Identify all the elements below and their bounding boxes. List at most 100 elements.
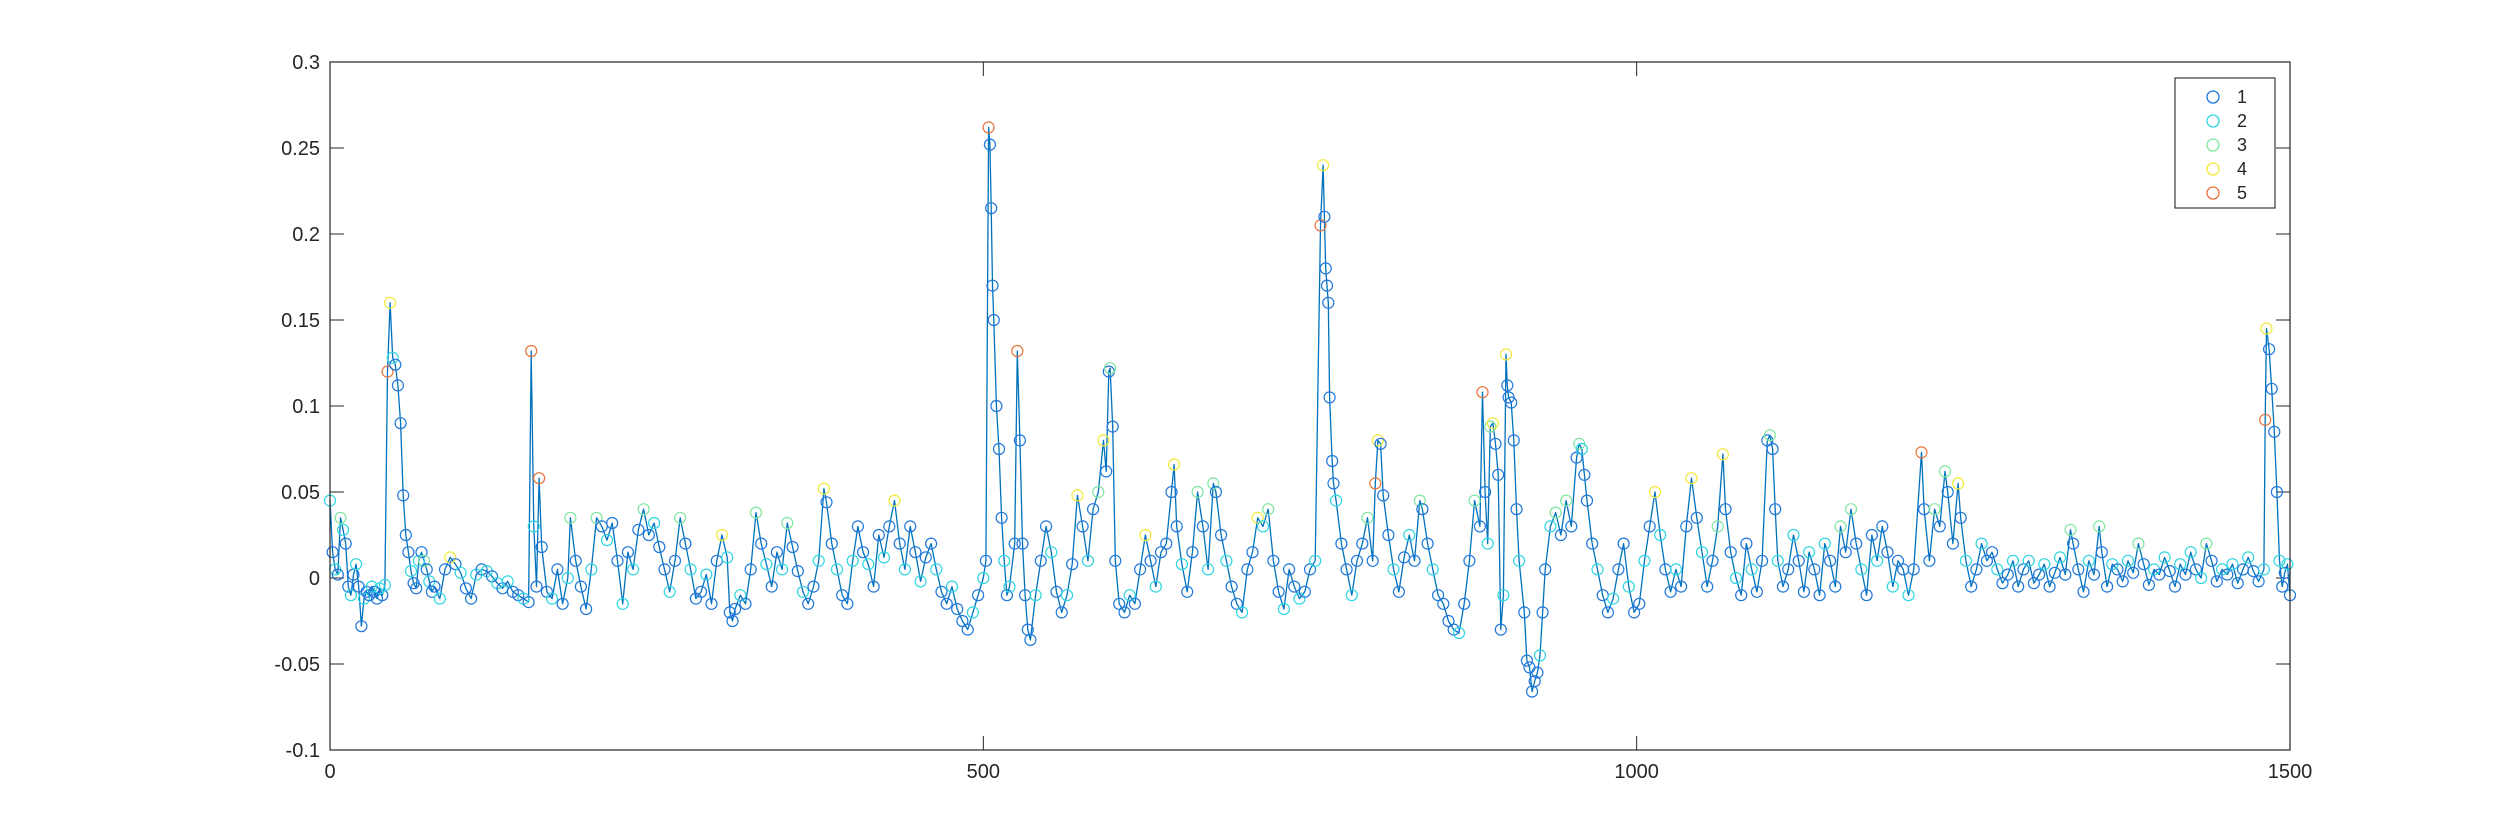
data-point [1356,537,1369,550]
data-point [326,546,339,559]
data-point [1361,511,1374,524]
data-point [433,592,446,605]
data-point [1230,597,1243,610]
data-point [410,582,423,595]
data-point [992,442,1006,456]
data-point [334,511,347,524]
data-point [1133,563,1147,576]
x-tick-label: 500 [967,761,1000,783]
data-point [877,551,891,564]
data-point [331,568,344,581]
data-point [1580,494,1594,507]
data-point [1494,623,1507,636]
data-point [1473,520,1487,533]
data-point [1251,511,1264,524]
data-point [1876,520,1889,533]
data-point [1902,589,1915,602]
data-point [2116,575,2129,588]
data-point [1149,580,1162,593]
data-point [846,554,859,567]
connecting-line [329,126,2291,693]
data-point [1951,477,1965,490]
data-point [990,399,1003,413]
data-point [1008,537,1021,550]
data-point [812,554,825,567]
data-point [1113,597,1126,610]
data-point [350,558,363,571]
data-point [1959,554,1973,567]
data-point [1011,344,1024,358]
data-point [1549,506,1562,519]
data-point [1985,546,1999,559]
data-point [2087,568,2101,581]
data-point [1638,554,1651,567]
data-point [1225,580,1238,593]
data-point [1322,296,1335,309]
data-point [1298,585,1311,598]
legend-marker [2206,186,2220,200]
data-point [1366,554,1379,567]
data-point [781,516,794,530]
data-point [1528,675,1541,688]
data-point [1196,520,1210,533]
data-point [2067,537,2080,550]
data-point [1505,396,1518,409]
data-point [412,554,425,567]
data-point [1544,520,1557,533]
data-point [1371,434,1385,447]
data-point [851,520,865,533]
data-point [2032,568,2046,581]
data-point [2111,563,2124,576]
data-point [1256,520,1270,533]
data-point [1633,597,1646,610]
data-point [796,585,810,598]
data-point [770,546,784,559]
data-point [1808,563,1821,576]
data-point [1034,554,1047,567]
data-point [1316,159,1330,172]
data-point [985,202,998,215]
data-point [1536,606,1549,619]
data-point [1823,554,1837,567]
data-point [337,523,350,536]
data-point [561,571,574,585]
data-point [394,417,407,430]
data-point [574,580,588,593]
data-point [966,606,980,619]
data-point [585,563,598,576]
data-point [728,602,742,616]
data-point [449,558,462,571]
data-point [1288,580,1301,593]
data-point [1970,563,1983,576]
series-line [329,126,2291,693]
data-point [1144,554,1157,567]
data-point [621,546,635,559]
data-point [2017,563,2030,576]
data-point [956,614,969,628]
data-point [674,511,687,524]
legend-label: 2 [2237,111,2247,131]
data-point [1318,210,1331,223]
data-point [1881,546,1894,559]
data-point [1829,580,1842,593]
data-point [1478,485,1492,499]
data-point [1241,563,1254,576]
data-point [961,623,974,636]
data-point [1319,262,1332,275]
data-point [1340,563,1353,576]
data-point [1029,589,1042,602]
data-point [1086,503,1100,516]
data-point [951,602,964,616]
data-point [428,580,441,593]
legend-marker [2206,162,2220,176]
data-point [924,537,938,550]
data-point [1277,602,1291,616]
data-point [945,580,959,593]
data-point [977,571,990,585]
data-point [744,563,757,576]
y-tick-label: 0.05 [281,482,320,504]
y-tick-label: 0.25 [281,138,320,160]
data-point [1923,554,1936,567]
data-point [1601,606,1615,619]
data-point [1421,537,1434,550]
